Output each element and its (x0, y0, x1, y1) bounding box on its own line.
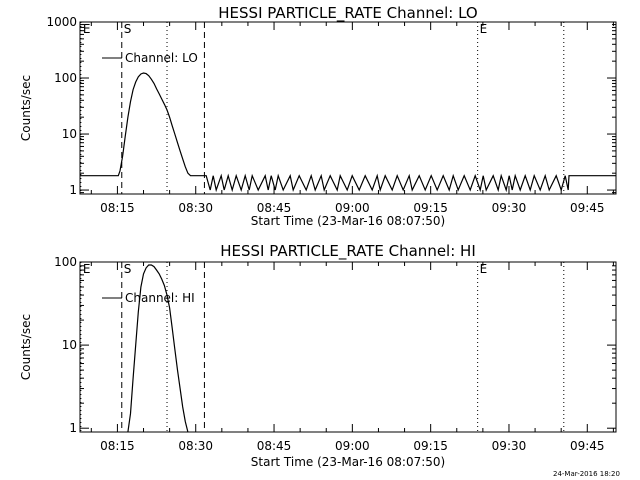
y-tick-label: 1 (69, 183, 77, 197)
x-axis-label: Start Time (23-Mar-16 08:07:50) (251, 455, 445, 469)
chart-title: HESSI PARTICLE_RATE Channel: LO (218, 4, 477, 23)
x-tick-label: 08:30 (178, 439, 213, 453)
y-tick-label: 1000 (46, 15, 77, 29)
time-marker-label: E (480, 262, 488, 276)
chart-title: HESSI PARTICLE_RATE Channel: HI (220, 242, 476, 261)
x-axis-label: Start Time (23-Mar-16 08:07:50) (251, 214, 445, 228)
y-axis-label: Counts/sec (19, 75, 33, 141)
plot-frame (79, 21, 617, 195)
y-tick-label: 10 (62, 127, 77, 141)
y-tick-label: 10 (62, 338, 77, 352)
time-marker-label: E (480, 22, 488, 36)
series-line (80, 72, 616, 193)
x-tick-label: 09:00 (335, 439, 370, 453)
y-tick-label: 1 (69, 421, 77, 435)
footer-timestamp: 24-Mar-2016 18:20 (553, 470, 620, 478)
x-tick-label: 09:45 (570, 439, 605, 453)
time-marker-label: S (124, 262, 132, 276)
x-tick-label: 08:45 (257, 439, 292, 453)
series-line (127, 264, 189, 432)
time-marker-label: S (124, 22, 132, 36)
x-tick-label: 09:30 (492, 201, 527, 215)
x-tick-label: 08:45 (257, 201, 292, 215)
x-tick-label: 08:15 (100, 201, 135, 215)
x-tick-label: 08:15 (100, 439, 135, 453)
legend-label: Channel: HI (125, 291, 195, 305)
x-tick-label: 09:15 (413, 439, 448, 453)
time-marker-label: E (83, 262, 91, 276)
panel-lo-channel: HESSI PARTICLE_RATE Channel: LO 08:15 08:3… (19, 4, 617, 228)
x-tick-label: 09:15 (413, 201, 448, 215)
panel-hi-channel: HESSI PARTICLE_RATE Channel: HI 08:15 08:3… (19, 242, 617, 469)
y-tick-label: 100 (54, 71, 77, 85)
x-tick-label: 09:30 (492, 439, 527, 453)
x-tick-label: 09:45 (570, 201, 605, 215)
legend-label: Channel: LO (125, 51, 198, 65)
y-axis-label: Counts/sec (19, 314, 33, 380)
y-tick-label: 100 (54, 255, 77, 269)
time-marker-label: E (83, 22, 91, 36)
x-tick-label: 08:30 (178, 201, 213, 215)
x-tick-label: 09:00 (335, 201, 370, 215)
plot-frame (79, 261, 617, 433)
